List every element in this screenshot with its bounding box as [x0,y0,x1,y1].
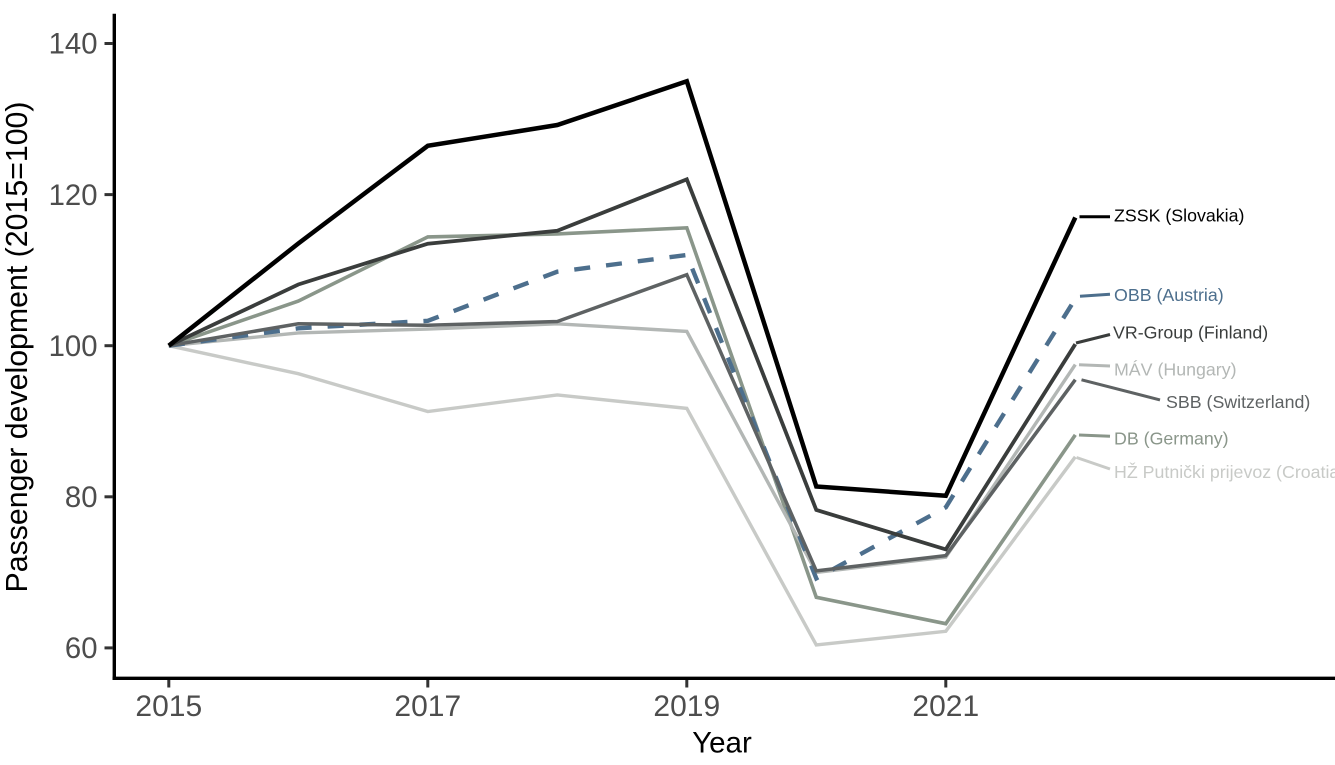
svg-text:OBB (Austria): OBB (Austria) [1114,285,1224,305]
svg-text:VR-Group (Finland): VR-Group (Finland) [1113,323,1268,343]
svg-text:2021: 2021 [912,690,979,723]
svg-text:120: 120 [49,179,98,212]
svg-text:DB (Germany): DB (Germany) [1114,428,1229,448]
svg-text:Year: Year [692,726,752,759]
svg-text:100: 100 [49,330,98,363]
svg-text:ZSSK (Slovakia): ZSSK (Slovakia) [1114,205,1244,225]
svg-text:Passenger development (2015=10: Passenger development (2015=100) [1,102,34,593]
svg-text:SBB (Switzerland): SBB (Switzerland) [1166,392,1310,412]
svg-text:2019: 2019 [653,690,720,723]
svg-text:MÁV (Hungary): MÁV (Hungary) [1114,360,1237,380]
svg-text:140: 140 [49,28,98,61]
svg-text:80: 80 [65,481,98,514]
svg-text:HŽ Putnički prijevoz (Croatia): HŽ Putnički prijevoz (Croatia) [1114,461,1335,482]
svg-text:2017: 2017 [394,690,461,723]
svg-text:60: 60 [65,632,98,665]
svg-text:2015: 2015 [135,690,202,723]
